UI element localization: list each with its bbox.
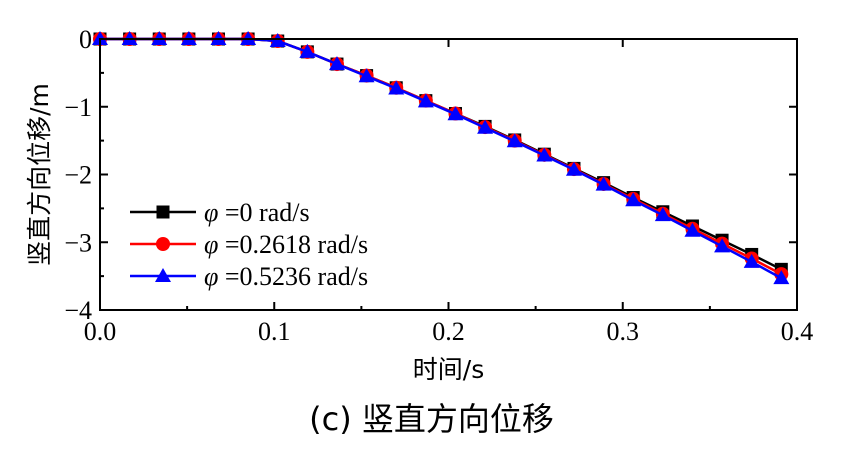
legend-marker xyxy=(156,205,170,219)
legend-entry: φ =0.2618 rad/s xyxy=(130,230,368,259)
y-tick-label: −2 xyxy=(64,161,92,190)
data-point xyxy=(328,56,345,71)
legend-entry: φ =0.5236 rad/s xyxy=(130,262,368,291)
plot-frame xyxy=(99,38,798,311)
legend-label: φ =0.5236 rad/s xyxy=(204,262,368,291)
data-point xyxy=(684,222,701,237)
data-point xyxy=(773,270,790,285)
x-tick-label: 0.0 xyxy=(84,317,117,346)
data-point xyxy=(743,253,760,268)
series-circle xyxy=(93,32,789,282)
data-point xyxy=(654,207,671,222)
legend-label: φ =0.2618 rad/s xyxy=(204,230,368,259)
x-tick-label: 0.3 xyxy=(607,317,640,346)
vertical-displacement-chart: 0.0 0.1 0.2 0.3 0.4 0 −1 −2 −3 −4 φ =0 rad/s φ =0.… xyxy=(25,25,813,384)
data-point xyxy=(388,80,405,95)
series-layer xyxy=(92,31,790,285)
series-line xyxy=(100,37,782,276)
x-tick-label: 0.2 xyxy=(432,317,465,346)
data-point xyxy=(269,33,286,48)
data-point xyxy=(625,192,642,207)
data-point xyxy=(299,43,316,58)
data-point xyxy=(417,93,434,108)
axes-layer: 0.0 0.1 0.2 0.3 0.4 0 −1 −2 −3 −4 xyxy=(64,25,813,346)
y-tick-label: −4 xyxy=(64,296,92,325)
data-point xyxy=(565,161,582,176)
data-point xyxy=(447,106,464,121)
data-point xyxy=(714,238,731,253)
series-line xyxy=(100,37,782,271)
x-tick-label: 0.4 xyxy=(781,317,814,346)
series-triangle xyxy=(92,31,790,285)
data-point xyxy=(358,68,375,83)
legend-marker xyxy=(155,268,171,282)
legend-label: φ =0 rad/s xyxy=(204,198,310,227)
y-tick-label: −1 xyxy=(64,93,92,122)
y-axis-title: 竖直方向位移/m xyxy=(25,83,54,266)
data-point xyxy=(477,119,494,134)
y-tick-label: −3 xyxy=(64,228,92,257)
data-point xyxy=(595,176,612,191)
data-point xyxy=(506,133,523,148)
legend: φ =0 rad/s φ =0.2618 rad/s φ =0.5236 rad/s xyxy=(130,198,368,291)
x-axis-title: 时间/s xyxy=(413,355,484,384)
legend-entry: φ =0 rad/s xyxy=(130,198,310,227)
figure-caption: (c) 竖直方向位移 xyxy=(309,400,554,438)
series-square xyxy=(93,32,788,276)
x-tick-label: 0.1 xyxy=(258,317,291,346)
legend-marker xyxy=(156,237,170,251)
y-tick-label: 0 xyxy=(79,25,92,54)
series-line xyxy=(100,37,782,280)
data-point xyxy=(536,147,553,162)
